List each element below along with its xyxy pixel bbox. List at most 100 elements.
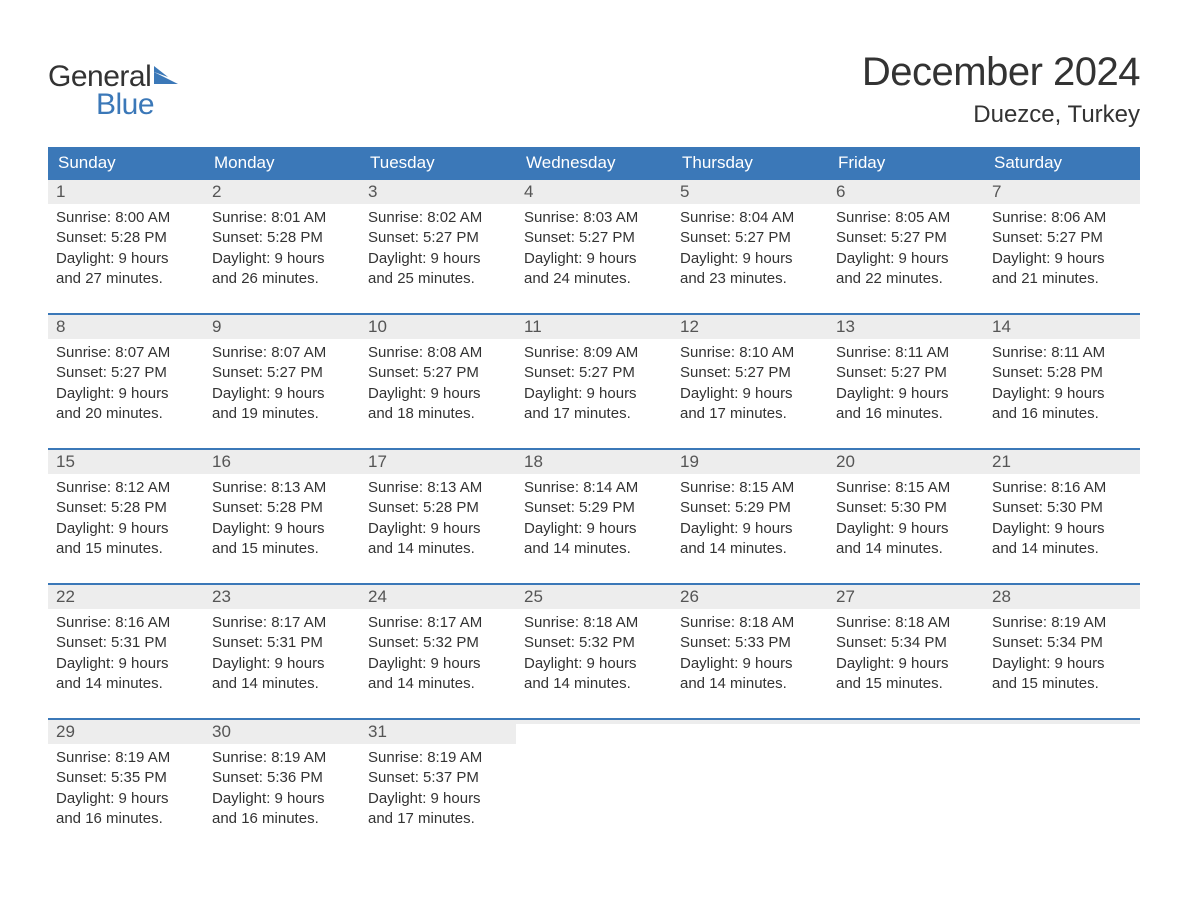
sunset-line: Sunset: 5:28 PM xyxy=(212,228,352,248)
day-number-row: 25 xyxy=(516,585,672,609)
day-cell: 29Sunrise: 8:19 AMSunset: 5:35 PMDayligh… xyxy=(48,720,204,839)
day-data: Sunrise: 8:04 AMSunset: 5:27 PMDaylight:… xyxy=(672,204,828,313)
day-number: 12 xyxy=(672,315,828,339)
day-number: 5 xyxy=(672,180,828,204)
day-number-row: 30 xyxy=(204,720,360,744)
sunset-line: Sunset: 5:28 PM xyxy=(56,228,196,248)
sunset-line: Sunset: 5:32 PM xyxy=(524,633,664,653)
day-number-row: 8 xyxy=(48,315,204,339)
day-data: Sunrise: 8:09 AMSunset: 5:27 PMDaylight:… xyxy=(516,339,672,448)
day-number-row: 1 xyxy=(48,180,204,204)
day-number: 24 xyxy=(360,585,516,609)
daylight-line: Daylight: 9 hours and 26 minutes. xyxy=(212,249,352,290)
sunset-line: Sunset: 5:37 PM xyxy=(368,768,508,788)
day-number-row: 31 xyxy=(360,720,516,744)
day-data: Sunrise: 8:12 AMSunset: 5:28 PMDaylight:… xyxy=(48,474,204,583)
sunrise-line: Sunrise: 8:13 AM xyxy=(212,478,352,498)
weekday-wednesday: Wednesday xyxy=(516,147,672,180)
day-data: Sunrise: 8:07 AMSunset: 5:27 PMDaylight:… xyxy=(204,339,360,448)
sunset-line: Sunset: 5:28 PM xyxy=(212,498,352,518)
sunset-line: Sunset: 5:32 PM xyxy=(368,633,508,653)
daylight-line: Daylight: 9 hours and 17 minutes. xyxy=(368,789,508,830)
day-data: Sunrise: 8:19 AMSunset: 5:34 PMDaylight:… xyxy=(984,609,1140,718)
day-number: 21 xyxy=(984,450,1140,474)
day-cell: 24 Sunrise: 8:17 AMSunset: 5:32 PMDayligh… xyxy=(360,585,516,718)
sunrise-line: Sunrise: 8:15 AM xyxy=(836,478,976,498)
day-number-row: 21 xyxy=(984,450,1140,474)
day-cell: 9Sunrise: 8:07 AMSunset: 5:27 PMDaylight… xyxy=(204,315,360,448)
day-data: Sunrise: 8:03 AMSunset: 5:27 PMDaylight:… xyxy=(516,204,672,313)
day-data: Sunrise: 8:11 AMSunset: 5:28 PMDaylight:… xyxy=(984,339,1140,448)
day-data: Sunrise: 8:13 AMSunset: 5:28 PMDaylight:… xyxy=(360,474,516,583)
day-number: 9 xyxy=(204,315,360,339)
day-data: Sunrise: 8:08 AMSunset: 5:27 PMDaylight:… xyxy=(360,339,516,448)
day-data: Sunrise: 8:02 AMSunset: 5:27 PMDaylight:… xyxy=(360,204,516,313)
day-cell: 6Sunrise: 8:05 AMSunset: 5:27 PMDaylight… xyxy=(828,180,984,313)
day-number: 17 xyxy=(360,450,516,474)
day-number-row: 4 xyxy=(516,180,672,204)
sunrise-line: Sunrise: 8:17 AM xyxy=(368,613,508,633)
day-data: Sunrise: 8:15 AMSunset: 5:29 PMDaylight:… xyxy=(672,474,828,583)
day-cell: 22Sunrise: 8:16 AMSunset: 5:31 PMDayligh… xyxy=(48,585,204,718)
day-cell: 17Sunrise: 8:13 AMSunset: 5:28 PMDayligh… xyxy=(360,450,516,583)
day-number-row xyxy=(672,720,828,724)
day-data: Sunrise: 8:07 AMSunset: 5:27 PMDaylight:… xyxy=(48,339,204,448)
day-data: Sunrise: 8:11 AMSunset: 5:27 PMDaylight:… xyxy=(828,339,984,448)
daylight-line: Daylight: 9 hours and 14 minutes. xyxy=(368,654,508,695)
daylight-line: Daylight: 9 hours and 16 minutes. xyxy=(56,789,196,830)
title-block: December 2024 Duezce, Turkey xyxy=(862,50,1140,129)
sunrise-line: Sunrise: 8:18 AM xyxy=(680,613,820,633)
weekday-monday: Monday xyxy=(204,147,360,180)
day-cell: 25Sunrise: 8:18 AMSunset: 5:32 PMDayligh… xyxy=(516,585,672,718)
sunset-line: Sunset: 5:27 PM xyxy=(836,363,976,383)
sunrise-line: Sunrise: 8:09 AM xyxy=(524,343,664,363)
day-cell: 16Sunrise: 8:13 AMSunset: 5:28 PMDayligh… xyxy=(204,450,360,583)
sunrise-line: Sunrise: 8:03 AM xyxy=(524,208,664,228)
sunrise-line: Sunrise: 8:00 AM xyxy=(56,208,196,228)
day-data: Sunrise: 8:06 AMSunset: 5:27 PMDaylight:… xyxy=(984,204,1140,313)
day-number-row xyxy=(828,720,984,724)
day-number: 16 xyxy=(204,450,360,474)
day-data: Sunrise: 8:18 AMSunset: 5:33 PMDaylight:… xyxy=(672,609,828,718)
sunrise-line: Sunrise: 8:10 AM xyxy=(680,343,820,363)
daylight-line: Daylight: 9 hours and 20 minutes. xyxy=(56,384,196,425)
sunset-line: Sunset: 5:27 PM xyxy=(680,363,820,383)
sunrise-line: Sunrise: 8:11 AM xyxy=(836,343,976,363)
day-cell: 19Sunrise: 8:15 AMSunset: 5:29 PMDayligh… xyxy=(672,450,828,583)
day-cell: 3Sunrise: 8:02 AMSunset: 5:27 PMDaylight… xyxy=(360,180,516,313)
day-number-row: 17 xyxy=(360,450,516,474)
day-cell: 13Sunrise: 8:11 AMSunset: 5:27 PMDayligh… xyxy=(828,315,984,448)
daylight-line: Daylight: 9 hours and 17 minutes. xyxy=(524,384,664,425)
daylight-line: Daylight: 9 hours and 25 minutes. xyxy=(368,249,508,290)
daylight-line: Daylight: 9 hours and 14 minutes. xyxy=(992,519,1132,560)
daylight-line: Daylight: 9 hours and 14 minutes. xyxy=(524,654,664,695)
day-number-row xyxy=(984,720,1140,724)
sunrise-line: Sunrise: 8:07 AM xyxy=(212,343,352,363)
daylight-line: Daylight: 9 hours and 23 minutes. xyxy=(680,249,820,290)
day-cell: 15Sunrise: 8:12 AMSunset: 5:28 PMDayligh… xyxy=(48,450,204,583)
daylight-line: Daylight: 9 hours and 15 minutes. xyxy=(56,519,196,560)
sunrise-line: Sunrise: 8:08 AM xyxy=(368,343,508,363)
sunset-line: Sunset: 5:30 PM xyxy=(836,498,976,518)
day-number: 20 xyxy=(828,450,984,474)
calendar: Sunday Monday Tuesday Wednesday Thursday… xyxy=(48,147,1140,839)
day-number-row: 26 xyxy=(672,585,828,609)
day-cell: 1Sunrise: 8:00 AMSunset: 5:28 PMDaylight… xyxy=(48,180,204,313)
sunset-line: Sunset: 5:27 PM xyxy=(836,228,976,248)
day-number: 2 xyxy=(204,180,360,204)
daylight-line: Daylight: 9 hours and 18 minutes. xyxy=(368,384,508,425)
day-number: 1 xyxy=(48,180,204,204)
day-number-row: 27 xyxy=(828,585,984,609)
sunset-line: Sunset: 5:36 PM xyxy=(212,768,352,788)
sunrise-line: Sunrise: 8:06 AM xyxy=(992,208,1132,228)
location: Duezce, Turkey xyxy=(862,101,1140,129)
day-cell: 27Sunrise: 8:18 AMSunset: 5:34 PMDayligh… xyxy=(828,585,984,718)
day-number-row: 10 xyxy=(360,315,516,339)
day-cell: 21Sunrise: 8:16 AMSunset: 5:30 PMDayligh… xyxy=(984,450,1140,583)
week-row: 29Sunrise: 8:19 AMSunset: 5:35 PMDayligh… xyxy=(48,718,1140,839)
day-number-row: 11 xyxy=(516,315,672,339)
daylight-line: Daylight: 9 hours and 14 minutes. xyxy=(524,519,664,560)
day-number: 25 xyxy=(516,585,672,609)
daylight-line: Daylight: 9 hours and 16 minutes. xyxy=(212,789,352,830)
day-number: 15 xyxy=(48,450,204,474)
